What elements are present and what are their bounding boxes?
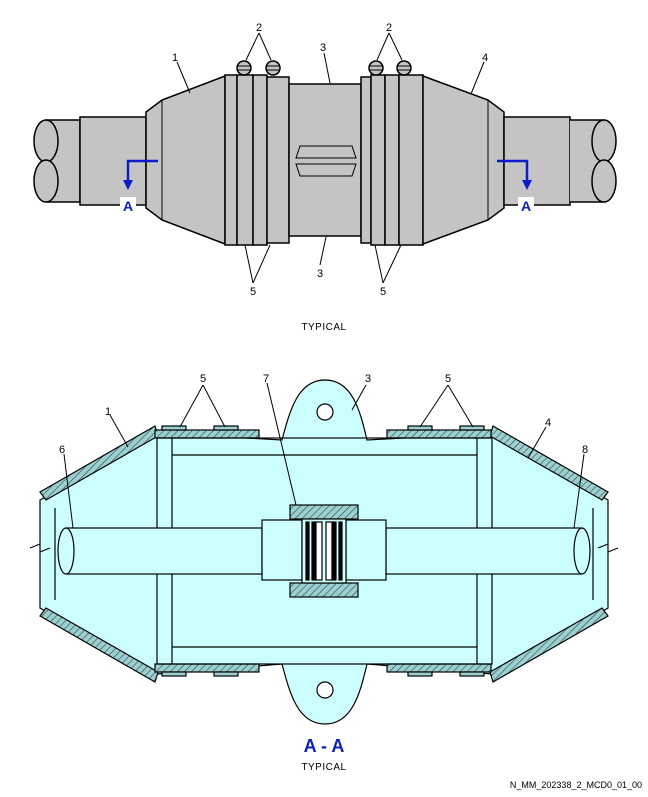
band-hatch-top-left bbox=[154, 429, 260, 439]
band-hatch-top-right bbox=[386, 429, 492, 439]
callout-3-bottom: 3 bbox=[317, 268, 323, 280]
callout-4-section: 4 bbox=[545, 417, 551, 429]
top-leaders bbox=[176, 32, 485, 284]
left-screw-clamps bbox=[236, 60, 281, 76]
left-band-inner bbox=[252, 74, 268, 246]
callout-5-section-left: 5 bbox=[200, 373, 206, 385]
callout-5-section-right: 5 bbox=[445, 373, 451, 385]
mount-hole-bottom bbox=[316, 681, 334, 699]
right-spigot bbox=[345, 519, 387, 581]
callout-8-section: 8 bbox=[582, 444, 588, 456]
top-view bbox=[33, 60, 617, 246]
section-view bbox=[39, 379, 609, 725]
right-pipe-end-top bbox=[591, 119, 617, 163]
callout-3-section: 3 bbox=[365, 373, 371, 385]
callout-2-top-right: 2 bbox=[386, 22, 392, 34]
left-pipe-end-top bbox=[33, 119, 59, 163]
band-hatch-bottom-right bbox=[386, 663, 492, 673]
seal-housing-top bbox=[289, 504, 359, 520]
left-band-mid bbox=[236, 74, 254, 246]
right-screw-clamps bbox=[368, 60, 412, 76]
callout-6-section: 6 bbox=[59, 444, 65, 456]
callout-3-top: 3 bbox=[320, 42, 326, 54]
center-window-bottom bbox=[295, 163, 357, 177]
center-window-top bbox=[295, 145, 357, 159]
band-hatch-bottom-left bbox=[154, 663, 260, 673]
section-title: A - A bbox=[304, 736, 345, 756]
callout-1-top: 1 bbox=[172, 52, 178, 64]
section-arrows bbox=[126, 159, 529, 182]
top-view-caption: TYPICAL bbox=[301, 322, 346, 333]
right-band-outer bbox=[398, 74, 424, 246]
seal-housing-bottom bbox=[289, 582, 359, 598]
callout-5-bottom-left: 5 bbox=[250, 286, 256, 298]
left-inner-pipe bbox=[65, 527, 263, 575]
right-band-mid bbox=[384, 74, 400, 246]
right-inner-pipe bbox=[385, 527, 583, 575]
left-band-edge bbox=[266, 76, 290, 244]
left-band-outer bbox=[224, 74, 238, 246]
section-leaders bbox=[63, 382, 585, 529]
callout-1-section: 1 bbox=[105, 406, 111, 418]
left-spigot bbox=[261, 519, 303, 581]
break-marks bbox=[29, 543, 619, 553]
right-cone bbox=[422, 74, 505, 246]
center-housing bbox=[288, 83, 362, 237]
section-mark-left: A bbox=[123, 198, 133, 214]
callout-5-bottom-right: 5 bbox=[380, 286, 386, 298]
left-pipe-end-bottom bbox=[33, 159, 59, 203]
mount-hole-top bbox=[316, 403, 334, 421]
callout-7-section: 7 bbox=[263, 373, 269, 385]
right-pipe-end-bottom bbox=[591, 159, 617, 203]
right-band-edge bbox=[360, 76, 372, 244]
reference-code: N_MM_202338_2_MCD0_01_00 bbox=[510, 780, 642, 790]
callout-4-top: 4 bbox=[482, 52, 488, 64]
right-band-inner bbox=[370, 74, 386, 246]
section-mark-right: A bbox=[521, 198, 531, 214]
callout-2-top-left: 2 bbox=[256, 22, 262, 34]
section-caption: TYPICAL bbox=[301, 762, 346, 773]
